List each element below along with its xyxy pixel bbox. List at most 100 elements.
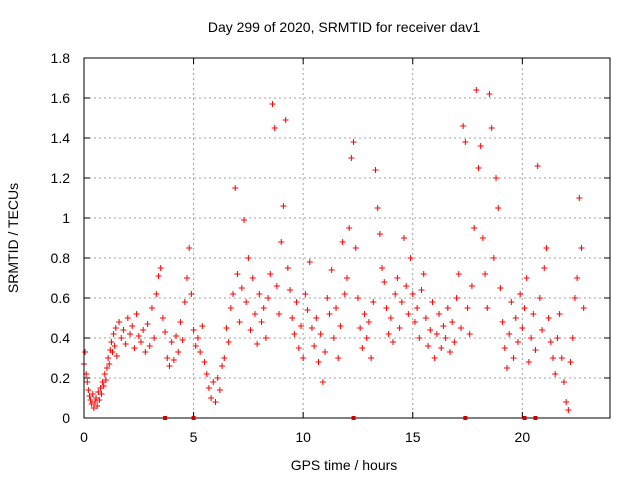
data-point <box>374 205 381 211</box>
data-point <box>370 299 377 305</box>
data-point <box>96 397 103 403</box>
data-point <box>181 299 188 305</box>
data-point <box>258 319 265 325</box>
data-point <box>86 393 93 399</box>
data-point <box>95 389 102 395</box>
data-point <box>333 305 340 311</box>
data-point <box>173 333 180 339</box>
data-point <box>440 323 447 329</box>
data-point <box>210 379 217 385</box>
data-point <box>558 355 565 361</box>
data-point <box>407 255 414 261</box>
data-point <box>97 385 104 391</box>
y-axis-label: SRMTID / TECUs <box>5 183 21 293</box>
data-point <box>302 291 309 297</box>
data-point <box>133 311 140 317</box>
data-gap-marker <box>163 416 168 420</box>
data-point <box>409 291 416 297</box>
data-point <box>519 325 526 331</box>
x-axis-label: GPS time / hours <box>291 457 398 473</box>
data-point <box>372 167 379 173</box>
data-point <box>155 273 162 279</box>
data-point <box>503 365 510 371</box>
data-point <box>110 331 117 337</box>
data-point <box>451 339 458 345</box>
data-point <box>471 225 478 231</box>
data-point <box>547 339 554 345</box>
data-point <box>346 225 353 231</box>
data-point <box>120 327 127 333</box>
data-point <box>194 335 201 341</box>
data-point <box>82 349 89 355</box>
data-point <box>468 283 475 289</box>
data-point <box>297 323 304 329</box>
data-point <box>550 355 557 361</box>
data-point <box>135 333 142 339</box>
data-point <box>552 371 559 377</box>
data-point <box>394 275 401 281</box>
data-point <box>455 271 462 277</box>
y-tick-label: 0.8 <box>51 250 71 266</box>
data-point <box>247 327 254 333</box>
data-point <box>528 335 535 341</box>
x-tick-label: 5 <box>190 429 198 445</box>
data-point <box>400 235 407 241</box>
data-gap-marker <box>463 416 468 420</box>
data-point <box>144 321 151 327</box>
data-point <box>223 325 230 331</box>
data-point <box>280 203 287 209</box>
data-point <box>390 339 397 345</box>
data-point <box>265 295 272 301</box>
data-point <box>580 305 587 311</box>
data-point <box>300 355 307 361</box>
data-point <box>221 355 228 361</box>
data-point <box>464 305 471 311</box>
data-point <box>90 405 97 411</box>
data-point <box>304 307 311 313</box>
data-point <box>530 311 537 317</box>
data-point <box>357 325 364 331</box>
data-point <box>479 235 486 241</box>
data-point <box>574 275 581 281</box>
data-point <box>91 399 98 405</box>
data-point <box>166 363 173 369</box>
data-point <box>137 339 144 345</box>
data-point <box>197 349 204 355</box>
data-point <box>565 407 572 413</box>
data-point <box>453 295 460 301</box>
data-point <box>85 387 92 393</box>
data-point <box>442 335 449 341</box>
data-point <box>238 285 245 291</box>
data-point <box>330 335 337 341</box>
data-point <box>497 285 504 291</box>
data-point <box>416 335 423 341</box>
data-point <box>466 331 473 337</box>
data-point <box>484 305 491 311</box>
data-point <box>510 355 517 361</box>
data-point <box>306 259 313 265</box>
data-point <box>405 311 412 317</box>
data-point <box>94 403 101 409</box>
data-point <box>350 139 357 145</box>
data-point <box>164 355 171 361</box>
data-point <box>344 275 350 281</box>
data-point <box>153 291 160 297</box>
data-point <box>328 267 335 273</box>
data-point <box>392 291 399 297</box>
data-point <box>361 311 368 317</box>
data-point <box>234 271 241 277</box>
data-point <box>475 165 482 171</box>
data-point <box>267 271 274 277</box>
data-point <box>488 125 495 131</box>
data-point <box>523 275 530 281</box>
data-point <box>403 283 410 289</box>
data-point <box>99 379 106 385</box>
data-point <box>324 295 331 301</box>
data-point <box>368 355 375 361</box>
data-point <box>541 265 548 271</box>
data-point <box>225 339 232 345</box>
data-point <box>501 345 508 351</box>
data-point <box>289 315 296 321</box>
data-point <box>236 319 243 325</box>
data-point <box>337 323 344 329</box>
